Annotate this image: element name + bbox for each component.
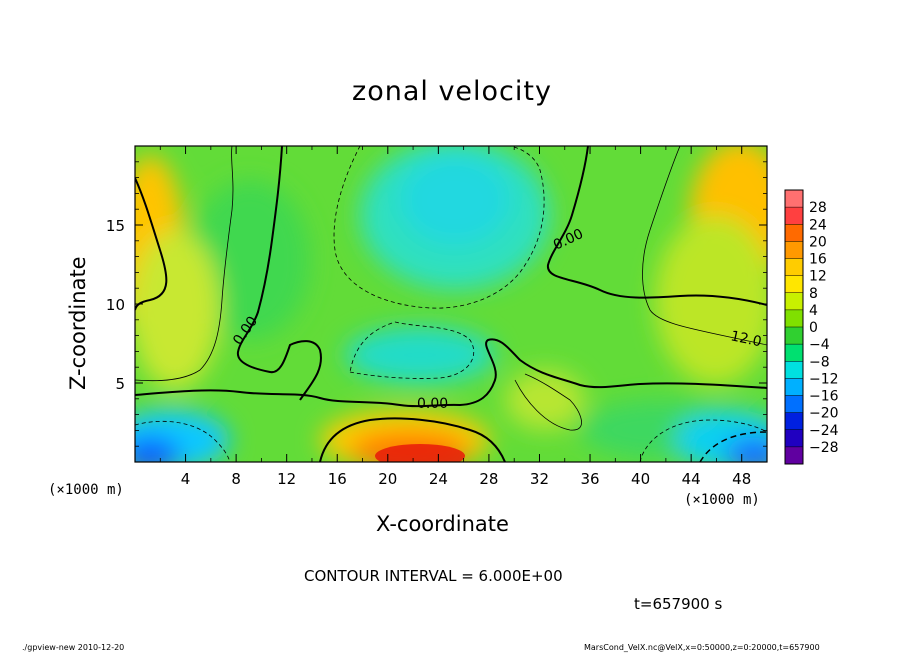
yellowgreen-right [655,215,767,385]
heatmap-field: 0.00 0.00 0.00 12.0 [135,146,767,462]
colorbar-label-12: −20 [809,406,839,422]
x-tick-label-5: 24 [429,470,448,488]
x-tick-label-9: 40 [631,470,650,488]
time-label: t=657900 s [634,595,723,613]
x-tick-label-8: 36 [580,470,599,488]
x-tick-label-0: 4 [181,470,191,488]
colorbar-label-6: 4 [809,303,818,319]
footer-right: MarsCond_VelX.nc@VelX,x=0:50000,z=0:2000… [584,643,820,652]
colorbar-cell-9 [785,344,803,362]
y-axis-label: Z-coordinate [66,256,90,390]
contour-dashed-blue-right [699,431,767,462]
x-tick-label-7: 32 [530,470,549,488]
contour-zero-left-vertical [236,146,322,401]
yellowgreen-left [135,230,220,390]
x-tick-label-2: 12 [277,470,296,488]
contour-zero-right [546,146,767,306]
colorbar-cell-4 [785,258,803,277]
colorbar-cell-11 [785,378,803,396]
chart-title: zonal velocity [352,76,552,107]
x-unit-label-left: (×1000 m) [48,482,124,498]
colorbar-label-7: 0 [809,320,818,336]
colorbar-label-2: 20 [809,234,827,250]
colorbar-cell-7 [785,309,803,328]
colorbar-label-13: −24 [809,423,839,439]
field-patches [135,146,767,462]
contour-lines [135,146,767,462]
yellowgreen-lower-center [505,370,585,430]
colorbar-cell-1 [785,207,803,225]
contour-bottom-center [319,417,506,462]
x-axis-ticks: 4 8 12 16 20 24 28 32 36 40 44 48 [159,146,751,488]
y-tick-label-2: 15 [106,217,125,235]
contour-dashed-upper [333,146,545,309]
colorbar-cell-3 [785,241,803,259]
blue-bottom-left [135,437,180,462]
colorbar-label-5: 8 [809,286,818,302]
colorbar-cell-2 [785,224,803,242]
x-tick-label-10: 44 [682,470,701,488]
green-band-upper-left [190,180,310,340]
colorbar-cell-15 [785,446,803,465]
colorbar-label-0: 28 [809,200,827,216]
colorbar-cell-6 [785,292,803,311]
contour-label-twelve: 12.0 [729,328,763,350]
colorbar-cell-0 [785,190,803,208]
colorbar-cell-14 [785,429,803,448]
y-axis-ticks: 5 10 15 [106,161,767,447]
contour-dashed-bottom-left [135,420,231,462]
contour-dashed-bottom-right [639,419,767,462]
colorbar-label-3: 16 [809,252,827,268]
red-core-bottom-center [375,444,465,462]
colorbar-label-10: −12 [809,371,839,387]
colorbar-cell-12 [785,395,803,414]
contour-zero-left-bottom [135,338,767,408]
y-tick-label-1: 10 [106,296,125,314]
contour-label-zero-bottom: 0.00 [417,396,448,412]
cyan-mid-center [345,327,495,383]
x-tick-label-3: 16 [328,470,347,488]
x-tick-label-6: 28 [479,470,498,488]
contour-left-edge [135,177,168,311]
footer-left: ./gpview-new 2010-12-20 [22,643,125,652]
colorbar-cell-10 [785,361,803,379]
colorbar-cell-5 [785,275,803,294]
contour-thin-center [514,373,582,431]
x-tick-label-11: 48 [732,470,751,488]
colorbar-label-14: −28 [809,440,839,456]
x-axis-label: X-coordinate [376,512,509,536]
contour-dashed-mid [349,321,475,379]
colorbar-label-11: −16 [809,389,839,405]
contour-thin-right [642,146,767,346]
colorbar-label-9: −8 [809,354,830,370]
contour-thin-left [135,146,234,382]
colorbar-label-4: 12 [809,269,827,285]
colorbar-label-1: 24 [809,217,827,233]
colorbar-cell-8 [785,327,803,345]
x-tick-label-4: 20 [378,470,397,488]
colorbar-label-8: −4 [809,337,830,353]
colorbar-cell-13 [785,412,803,431]
y-tick-label-0: 5 [115,375,125,393]
blue-bottom-right [725,437,767,462]
cyan-core-upper [400,155,510,245]
contour-interval-text: CONTOUR INTERVAL = 6.000E+00 [304,567,563,585]
x-unit-label-right: (×1000 m) [684,492,760,508]
x-tick-label-1: 8 [231,470,241,488]
